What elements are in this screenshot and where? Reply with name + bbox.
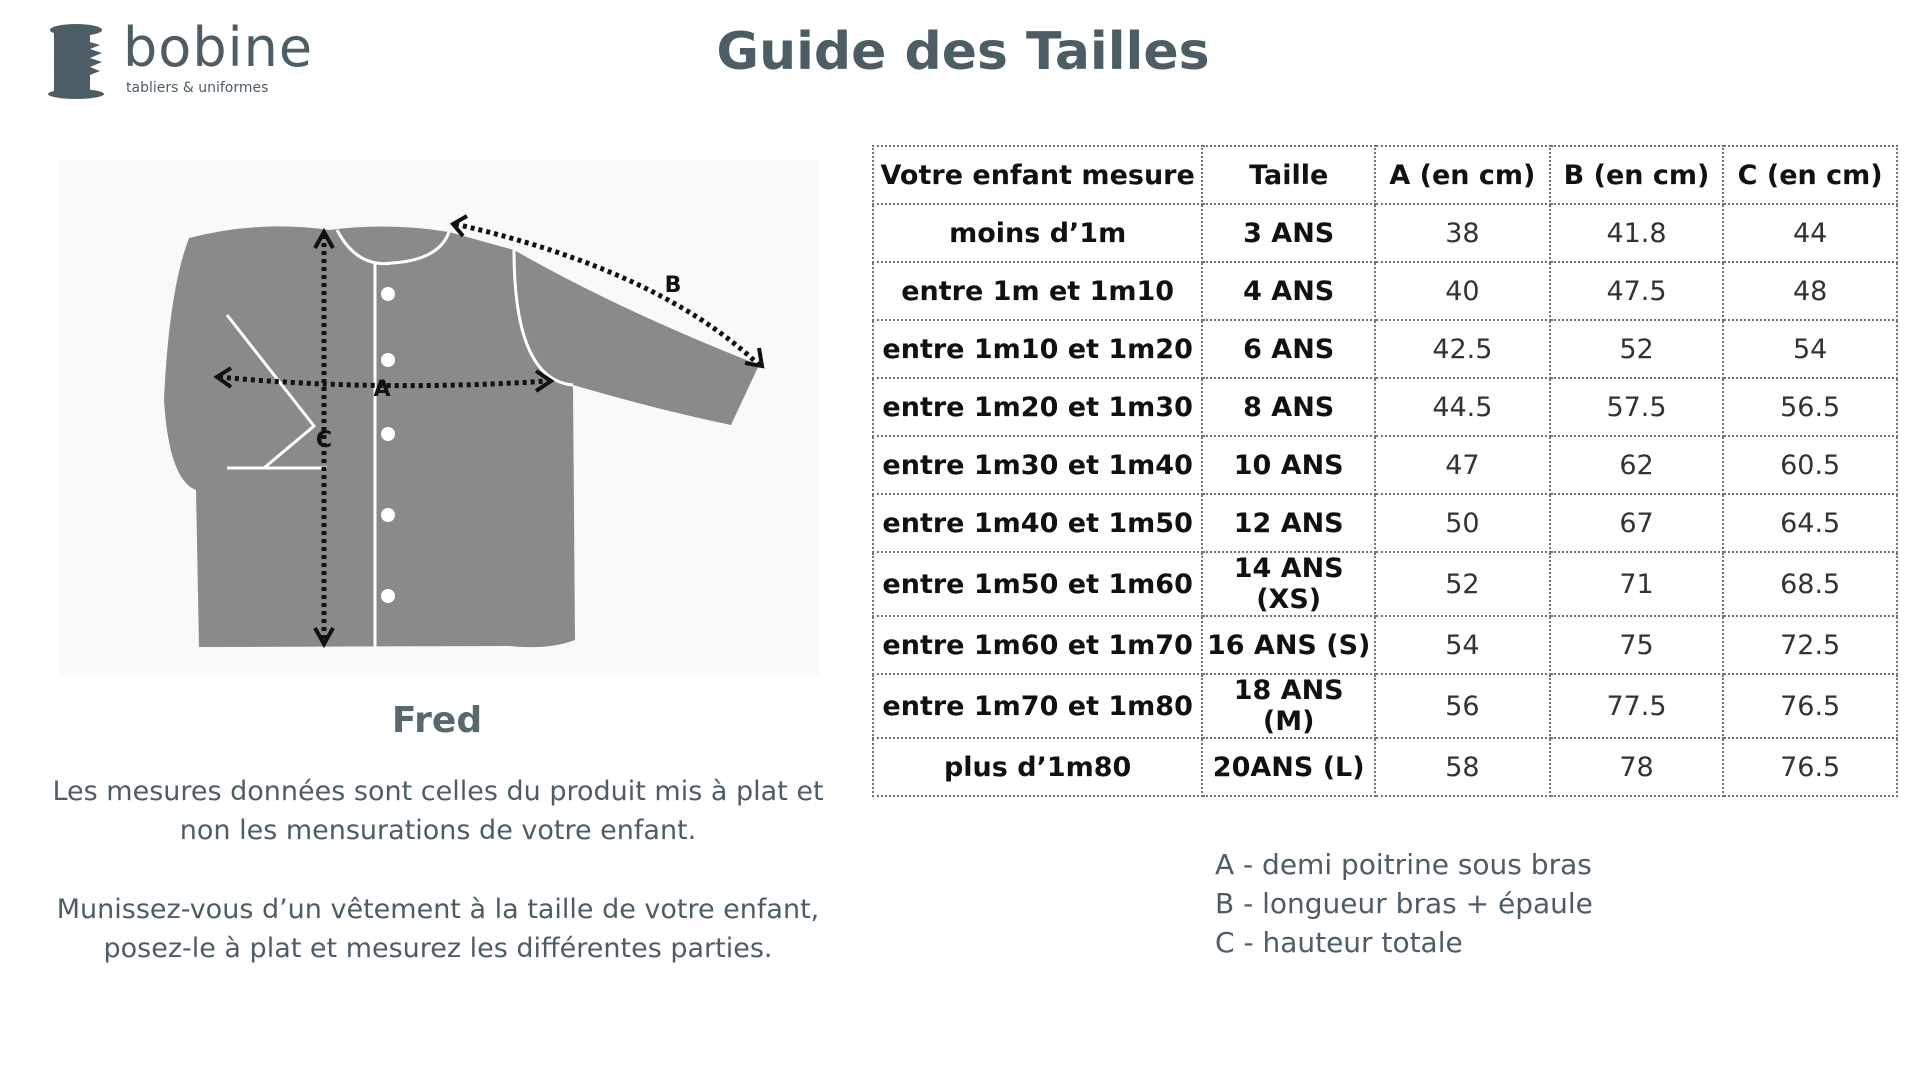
garment-body — [164, 226, 759, 648]
height-cell: entre 1m50 et 1m60 — [871, 551, 1204, 617]
a-cell: 56 — [1374, 673, 1551, 739]
size-cell: 12 ANS — [1201, 493, 1377, 553]
size-cell: 4 ANS — [1201, 261, 1377, 321]
c-cell: 60.5 — [1722, 435, 1898, 495]
brand-tagline: tabliers & uniformes — [126, 80, 269, 96]
header-cell: A (en cm) — [1374, 145, 1551, 205]
a-cell: 54 — [1374, 615, 1551, 675]
instruction-note: Munissez-vous d’un vêtement à la taille … — [20, 890, 856, 968]
height-cell: entre 1m40 et 1m50 — [871, 493, 1204, 553]
c-cell: 48 — [1722, 261, 1898, 321]
c-cell: 72.5 — [1722, 615, 1898, 675]
table-row: entre 1m50 et 1m60 14 ANS (XS) 52 71 68.5 — [871, 551, 1898, 617]
table-row: entre 1m et 1m10 4 ANS 40 47.5 48 — [871, 261, 1898, 321]
note-line: Munissez-vous d’un vêtement à la taille … — [56, 894, 820, 925]
page-title: Guide des Tailles — [716, 22, 1210, 82]
height-cell: plus d’1m80 — [871, 737, 1204, 797]
legend-c: C - hauteur totale — [1215, 926, 1463, 959]
size-cell: 16 ANS (S) — [1201, 615, 1377, 675]
label-c: C — [316, 428, 332, 453]
c-cell: 44 — [1722, 203, 1898, 263]
buttons — [381, 287, 395, 603]
header-cell: C (en cm) — [1722, 145, 1898, 205]
header-cell: B (en cm) — [1548, 145, 1725, 205]
spool-icon — [48, 24, 104, 99]
header-cell: Taille — [1201, 145, 1377, 205]
height-cell: entre 1m10 et 1m20 — [871, 319, 1204, 379]
b-cell: 57.5 — [1548, 377, 1725, 437]
size-cell: 6 ANS — [1201, 319, 1377, 379]
note-line: Les mesures données sont celles du produ… — [52, 776, 824, 807]
height-cell: entre 1m60 et 1m70 — [871, 615, 1204, 675]
b-cell: 62 — [1548, 435, 1725, 495]
table-row: entre 1m60 et 1m70 16 ANS (S) 54 75 72.5 — [871, 615, 1898, 675]
measure-note: Les mesures données sont celles du produ… — [20, 772, 856, 850]
b-cell: 52 — [1548, 319, 1725, 379]
brand-name: bobine — [123, 16, 314, 79]
size-cell: 3 ANS — [1201, 203, 1377, 263]
a-cell: 52 — [1374, 551, 1551, 617]
table-row: entre 1m70 et 1m80 18 ANS (M) 56 77.5 76.5 — [871, 673, 1898, 739]
size-table: Votre enfant mesure Taille A (en cm) B (… — [871, 145, 1898, 797]
size-cell: 8 ANS — [1201, 377, 1377, 437]
table-row: plus d’1m80 20ANS (L) 58 78 76.5 — [871, 737, 1898, 797]
c-cell: 64.5 — [1722, 493, 1898, 553]
table-header-row: Votre enfant mesure Taille A (en cm) B (… — [871, 145, 1898, 205]
note-line: non les mensurations de votre enfant. — [179, 815, 697, 846]
a-cell: 42.5 — [1374, 319, 1551, 379]
b-cell: 71 — [1548, 551, 1725, 617]
size-cell: 18 ANS (M) — [1201, 673, 1377, 739]
a-cell: 50 — [1374, 493, 1551, 553]
b-cell: 75 — [1548, 615, 1725, 675]
height-cell: moins d’1m — [871, 203, 1204, 263]
height-cell: entre 1m30 et 1m40 — [871, 435, 1204, 495]
label-b: B — [665, 273, 682, 298]
legend-b: B - longueur bras + épaule — [1215, 887, 1593, 920]
c-cell: 54 — [1722, 319, 1898, 379]
b-cell: 78 — [1548, 737, 1725, 797]
table-row: entre 1m40 et 1m50 12 ANS 50 67 64.5 — [871, 493, 1898, 553]
a-cell: 38 — [1374, 203, 1551, 263]
size-cell: 14 ANS (XS) — [1201, 551, 1377, 617]
table-row: entre 1m20 et 1m30 8 ANS 44.5 57.5 56.5 — [871, 377, 1898, 437]
table-row: entre 1m30 et 1m40 10 ANS 47 62 60.5 — [871, 435, 1898, 495]
b-cell: 67 — [1548, 493, 1725, 553]
table-row: moins d’1m 3 ANS 38 41.8 44 — [871, 203, 1898, 263]
a-cell: 47 — [1374, 435, 1551, 495]
height-cell: entre 1m20 et 1m30 — [871, 377, 1204, 437]
height-cell: entre 1m et 1m10 — [871, 261, 1204, 321]
height-cell: entre 1m70 et 1m80 — [871, 673, 1204, 739]
c-cell: 76.5 — [1722, 673, 1898, 739]
a-cell: 44.5 — [1374, 377, 1551, 437]
label-a: A — [373, 377, 390, 402]
measurement-legend: A - demi poitrine sous bras B - longueur… — [1215, 845, 1593, 962]
a-cell: 40 — [1374, 261, 1551, 321]
size-cell: 20ANS (L) — [1201, 737, 1377, 797]
b-cell: 41.8 — [1548, 203, 1725, 263]
brand-logo: bobine tabliers & uniformes — [46, 16, 312, 102]
c-cell: 56.5 — [1722, 377, 1898, 437]
garment-diagram: C A B — [59, 160, 819, 675]
table-row: entre 1m10 et 1m20 6 ANS 42.5 52 54 — [871, 319, 1898, 379]
legend-a: A - demi poitrine sous bras — [1215, 848, 1592, 881]
header-cell: Votre enfant mesure — [871, 145, 1204, 205]
b-cell: 77.5 — [1548, 673, 1725, 739]
a-cell: 58 — [1374, 737, 1551, 797]
b-cell: 47.5 — [1548, 261, 1725, 321]
model-name: Fred — [391, 700, 483, 741]
note-line: posez-le à plat et mesurez les différent… — [103, 933, 773, 964]
size-cell: 10 ANS — [1201, 435, 1377, 495]
c-cell: 68.5 — [1722, 551, 1898, 617]
c-cell: 76.5 — [1722, 737, 1898, 797]
